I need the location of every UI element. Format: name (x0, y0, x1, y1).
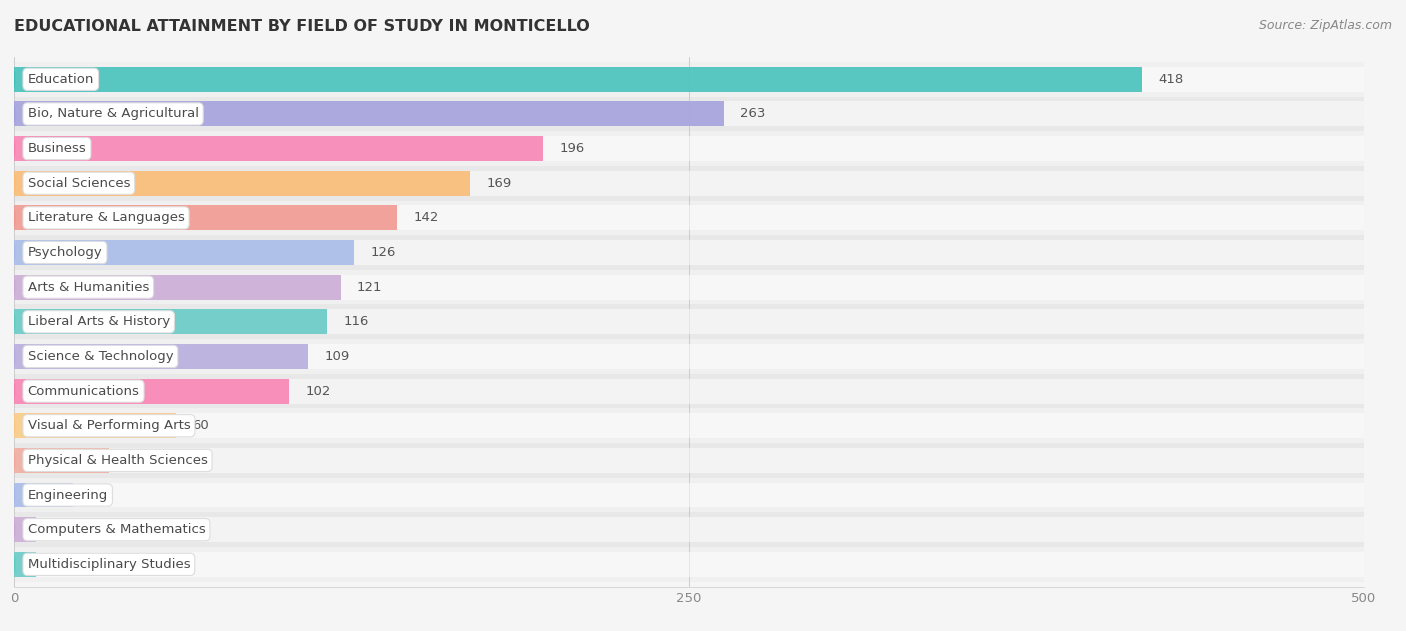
Text: 109: 109 (325, 350, 350, 363)
Text: 0: 0 (46, 523, 55, 536)
Bar (14, 309, 1364, 334)
Text: Physical & Health Sciences: Physical & Health Sciences (28, 454, 208, 467)
Bar (14, 547, 1364, 582)
Bar (14, 379, 1364, 404)
Text: 60: 60 (193, 419, 209, 432)
Text: Multidisciplinary Studies: Multidisciplinary Studies (28, 558, 190, 571)
Bar (14, 413, 1364, 438)
Text: 22: 22 (90, 488, 107, 502)
Bar (14, 552, 1364, 577)
Text: Source: ZipAtlas.com: Source: ZipAtlas.com (1258, 19, 1392, 32)
Bar (14, 136, 1364, 161)
Bar (14, 483, 73, 507)
Bar (14, 240, 354, 265)
Text: 121: 121 (357, 281, 382, 293)
Bar (14, 97, 1364, 131)
Bar (14, 171, 470, 196)
Text: Education: Education (28, 73, 94, 86)
Bar (14, 274, 1364, 300)
Bar (14, 512, 1364, 547)
Bar (14, 102, 1364, 126)
Bar (14, 305, 1364, 339)
Bar (14, 102, 724, 126)
Text: 196: 196 (560, 142, 585, 155)
Bar (14, 517, 1364, 542)
Bar (14, 62, 1364, 97)
Bar (14, 552, 35, 577)
Bar (14, 206, 1364, 230)
Text: Psychology: Psychology (28, 246, 103, 259)
Bar (14, 379, 290, 404)
Text: 263: 263 (740, 107, 766, 121)
Text: 0: 0 (46, 558, 55, 571)
Bar (14, 408, 1364, 443)
Bar (14, 478, 1364, 512)
Bar (14, 339, 1364, 374)
Bar (14, 67, 1143, 91)
Bar (14, 240, 1364, 265)
Text: Literature & Languages: Literature & Languages (28, 211, 184, 225)
Text: Bio, Nature & Agricultural: Bio, Nature & Agricultural (28, 107, 198, 121)
Text: 116: 116 (343, 316, 368, 328)
Bar (14, 443, 1364, 478)
Bar (14, 201, 1364, 235)
Text: Arts & Humanities: Arts & Humanities (28, 281, 149, 293)
Text: 102: 102 (305, 385, 330, 398)
Bar (14, 448, 1364, 473)
Bar (14, 344, 1364, 369)
Text: 169: 169 (486, 177, 512, 190)
Text: 126: 126 (370, 246, 395, 259)
Bar (14, 136, 543, 161)
Text: 418: 418 (1159, 73, 1184, 86)
Text: Visual & Performing Arts: Visual & Performing Arts (28, 419, 190, 432)
Bar (14, 309, 328, 334)
Text: Social Sciences: Social Sciences (28, 177, 131, 190)
Bar (14, 344, 308, 369)
Bar (14, 67, 1364, 91)
Bar (14, 483, 1364, 507)
Text: Computers & Mathematics: Computers & Mathematics (28, 523, 205, 536)
Bar (14, 413, 176, 438)
Bar (14, 270, 1364, 305)
Bar (14, 171, 1364, 196)
Bar (14, 448, 108, 473)
Bar (14, 517, 35, 542)
Text: 35: 35 (125, 454, 142, 467)
Text: EDUCATIONAL ATTAINMENT BY FIELD OF STUDY IN MONTICELLO: EDUCATIONAL ATTAINMENT BY FIELD OF STUDY… (14, 19, 589, 34)
Bar (14, 235, 1364, 270)
Bar (14, 206, 398, 230)
Text: Science & Technology: Science & Technology (28, 350, 173, 363)
Bar (14, 166, 1364, 201)
Bar (14, 274, 340, 300)
Bar (14, 374, 1364, 408)
Text: Business: Business (28, 142, 86, 155)
Text: Liberal Arts & History: Liberal Arts & History (28, 316, 170, 328)
Text: 142: 142 (413, 211, 439, 225)
Text: Engineering: Engineering (28, 488, 108, 502)
Bar (14, 131, 1364, 166)
Text: Communications: Communications (28, 385, 139, 398)
